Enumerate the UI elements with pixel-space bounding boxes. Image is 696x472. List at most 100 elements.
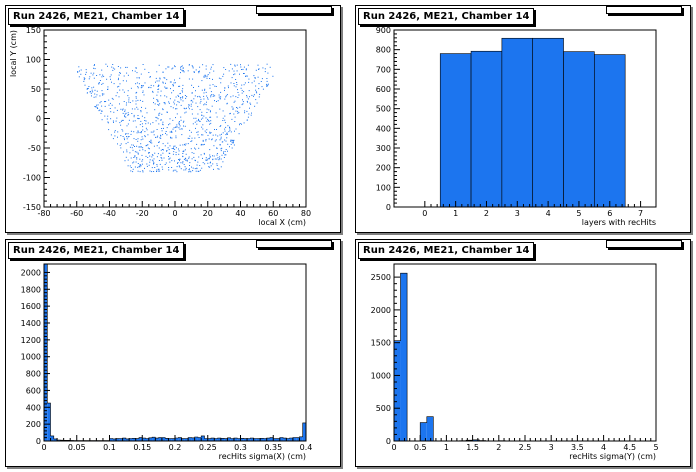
hit-point <box>126 136 127 138</box>
pad-title: Run 2426, ME21, Chamber 14 <box>358 8 535 25</box>
hit-point <box>166 87 168 89</box>
hit-point <box>170 136 171 138</box>
hit-point <box>228 70 230 72</box>
hit-point <box>134 155 136 157</box>
x-tick-label: 4.5 <box>623 443 636 452</box>
hit-point <box>246 75 248 77</box>
hit-point <box>145 107 147 109</box>
histogram-bin <box>279 437 284 441</box>
histogram-bar <box>532 37 564 208</box>
hit-point <box>217 157 219 159</box>
hit-point <box>137 130 139 132</box>
hit-point <box>152 91 154 93</box>
y-tick-label: 400 <box>376 124 391 133</box>
hit-point <box>183 169 185 171</box>
hit-point <box>86 88 88 89</box>
hit-point <box>113 111 115 113</box>
hit-point <box>205 65 207 67</box>
hit-point <box>190 148 192 150</box>
hit-point <box>158 114 160 116</box>
hit-point <box>186 160 188 162</box>
histogram-bar <box>470 50 503 208</box>
hit-point <box>171 148 173 149</box>
x-tick-label: 0.5 <box>414 443 427 452</box>
hit-point <box>234 64 236 66</box>
hit-point <box>191 65 193 67</box>
hit-point <box>160 119 162 121</box>
hit-point <box>216 154 218 156</box>
hit-point <box>199 169 201 171</box>
hit-point <box>91 87 93 89</box>
hit-point <box>122 130 124 132</box>
hit-point <box>136 145 138 147</box>
x-tick-label: 4 <box>546 209 551 218</box>
hit-point <box>216 153 218 154</box>
hit-point <box>224 115 226 117</box>
hit-point <box>230 140 232 142</box>
hit-point <box>249 102 251 104</box>
hit-point <box>160 95 162 97</box>
histogram-bin <box>129 438 133 441</box>
hit-point <box>127 133 129 135</box>
hit-point <box>205 157 207 159</box>
hit-point <box>224 122 226 124</box>
hit-point <box>198 137 200 138</box>
hit-point <box>148 148 150 150</box>
hit-point <box>109 102 111 104</box>
hit-point <box>154 103 156 105</box>
hit-point <box>205 68 207 70</box>
hit-point <box>99 74 101 76</box>
hit-point <box>134 108 136 110</box>
hit-point <box>219 126 221 127</box>
x-tick-label: 20 <box>203 209 213 218</box>
hit-point <box>93 86 95 88</box>
hit-point <box>201 89 203 91</box>
hit-point <box>175 127 177 128</box>
hit-point <box>223 151 224 153</box>
hit-point <box>162 149 163 150</box>
hit-point <box>215 134 217 136</box>
x-tick-label: 3.5 <box>571 443 584 452</box>
hit-point <box>162 134 164 136</box>
hit-point <box>220 125 222 127</box>
hit-point <box>208 138 210 140</box>
hit-point <box>199 96 201 98</box>
hit-point <box>96 90 98 92</box>
hit-point <box>139 149 141 151</box>
hit-point <box>164 145 166 147</box>
hit-point <box>219 97 221 99</box>
hit-point <box>220 138 222 140</box>
hit-point <box>257 76 259 78</box>
hit-point <box>224 154 226 156</box>
hit-point <box>123 75 125 77</box>
hit-point <box>205 139 207 140</box>
hit-point <box>141 136 143 138</box>
hit-point <box>100 112 102 114</box>
y-tick-label: 600 <box>376 85 391 94</box>
hit-point <box>194 121 196 123</box>
hit-point <box>204 74 206 76</box>
hit-point <box>88 78 90 80</box>
hit-point <box>224 89 225 91</box>
hit-point <box>141 85 143 87</box>
hit-point <box>258 88 260 90</box>
hit-point <box>146 129 148 131</box>
hit-point <box>86 92 88 94</box>
hit-point <box>230 96 232 98</box>
hit-point <box>153 102 154 104</box>
hit-point <box>101 83 103 85</box>
hit-point <box>255 89 257 91</box>
stats-box <box>256 6 332 14</box>
hit-point <box>174 79 175 81</box>
hit-point <box>195 69 197 71</box>
hit-point <box>158 84 160 86</box>
hit-point <box>182 153 184 154</box>
hit-point <box>198 119 199 121</box>
hit-point <box>204 88 206 90</box>
hit-point <box>129 146 131 148</box>
hit-point <box>120 135 122 137</box>
hit-point <box>89 76 91 78</box>
hit-point <box>266 80 268 82</box>
histogram-bin <box>158 437 162 441</box>
hit-point <box>179 92 181 94</box>
